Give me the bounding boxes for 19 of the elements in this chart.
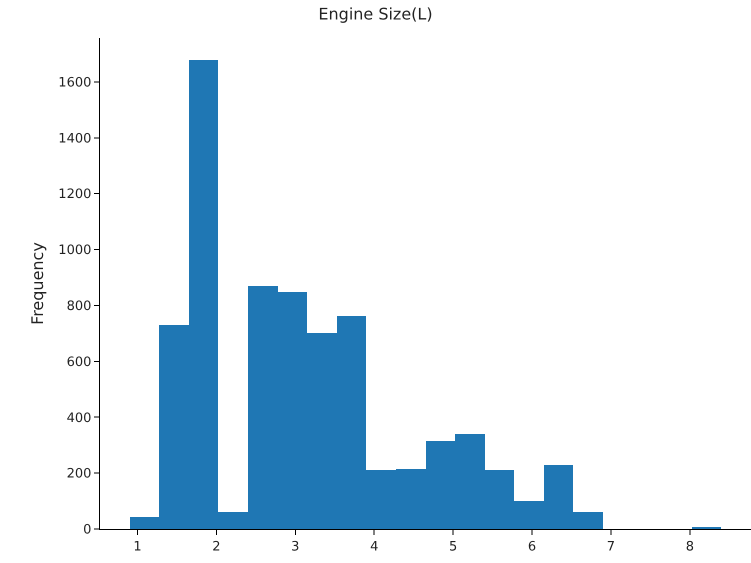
y-tick-label: 600 [66,354,92,370]
y-tick-label: 400 [66,410,92,426]
x-tick-label: 6 [528,540,536,555]
y-tick-label: 1400 [58,131,92,146]
chart-title: Engine Size(L) [318,4,433,24]
x-tick-label: 8 [686,540,694,555]
y-tick-label: 1200 [58,187,92,202]
y-tick-label: 1600 [58,75,92,90]
x-tick-label: 5 [448,540,458,555]
x-tick-label: 7 [606,540,616,555]
x-tick-label: 4 [370,540,378,555]
y-tick-label: 800 [66,298,92,314]
x-tick-label: 2 [212,540,221,555]
y-tick-label: 200 [66,466,92,482]
y-tick-label: 1000 [58,243,92,258]
y-tick-label: 0 [83,522,92,538]
x-tick-label: 3 [291,540,300,555]
y-axis-title: Frequency [28,242,48,325]
x-tick-label: 1 [133,540,142,555]
